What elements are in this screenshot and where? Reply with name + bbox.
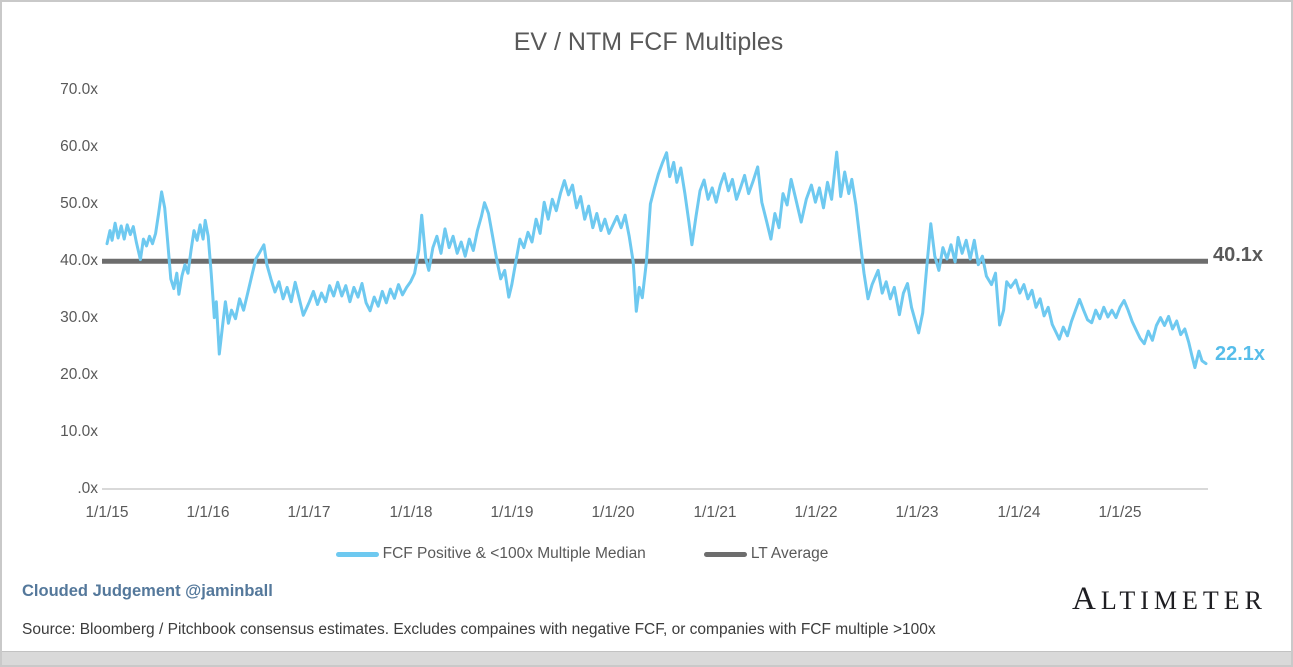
fcf-median-line-swatch-icon [335,551,379,557]
legend-item-fcf-median: FCF Positive & <100x Multiple Median [335,545,646,563]
latest-value-label: 22.1x [1215,343,1266,365]
x-tick-label: 1/1/17 [287,504,331,521]
y-tick-label: .0x [77,480,98,497]
chart-title: EV / NTM FCF Multiples [513,28,784,56]
chart-legend: FCF Positive & <100x Multiple Median LT … [2,545,1162,563]
x-tick-label: 1/1/23 [895,504,939,521]
fcf-median-line [105,150,1208,370]
x-tick-label: 1/1/20 [591,504,635,521]
lt-average-value-label: 40.1x [1213,244,1264,266]
legend-item-lt-average: LT Average [703,545,829,563]
y-tick-label: 40.0x [60,252,98,269]
y-tick-label: 20.0x [60,366,98,383]
x-tick-label: 1/1/25 [1098,504,1142,521]
lt-average-line-swatch-icon [703,551,747,557]
credit-text: Clouded Judgement @jaminball [22,582,273,600]
source-text: Source: Bloomberg / Pitchbook consensus … [22,621,936,638]
y-tick-label: 30.0x [60,309,98,326]
bottom-strip [2,651,1291,665]
y-tick-label: 10.0x [60,423,98,440]
x-tick-label: 1/1/19 [490,504,534,521]
legend-label: LT Average [750,545,829,562]
x-tick-label: 1/1/15 [85,504,129,521]
altimeter-logo: Altimeter [1072,581,1267,617]
y-tick-label: 50.0x [60,195,98,212]
y-tick-label: 70.0x [60,81,98,98]
x-tick-label: 1/1/16 [186,504,230,521]
x-tick-label: 1/1/21 [693,504,737,521]
y-tick-label: 60.0x [60,138,98,155]
x-tick-label: 1/1/22 [794,504,838,521]
legend-label: FCF Positive & <100x Multiple Median [382,545,646,562]
x-tick-label: 1/1/18 [389,504,433,521]
x-tick-label: 1/1/24 [997,504,1041,521]
